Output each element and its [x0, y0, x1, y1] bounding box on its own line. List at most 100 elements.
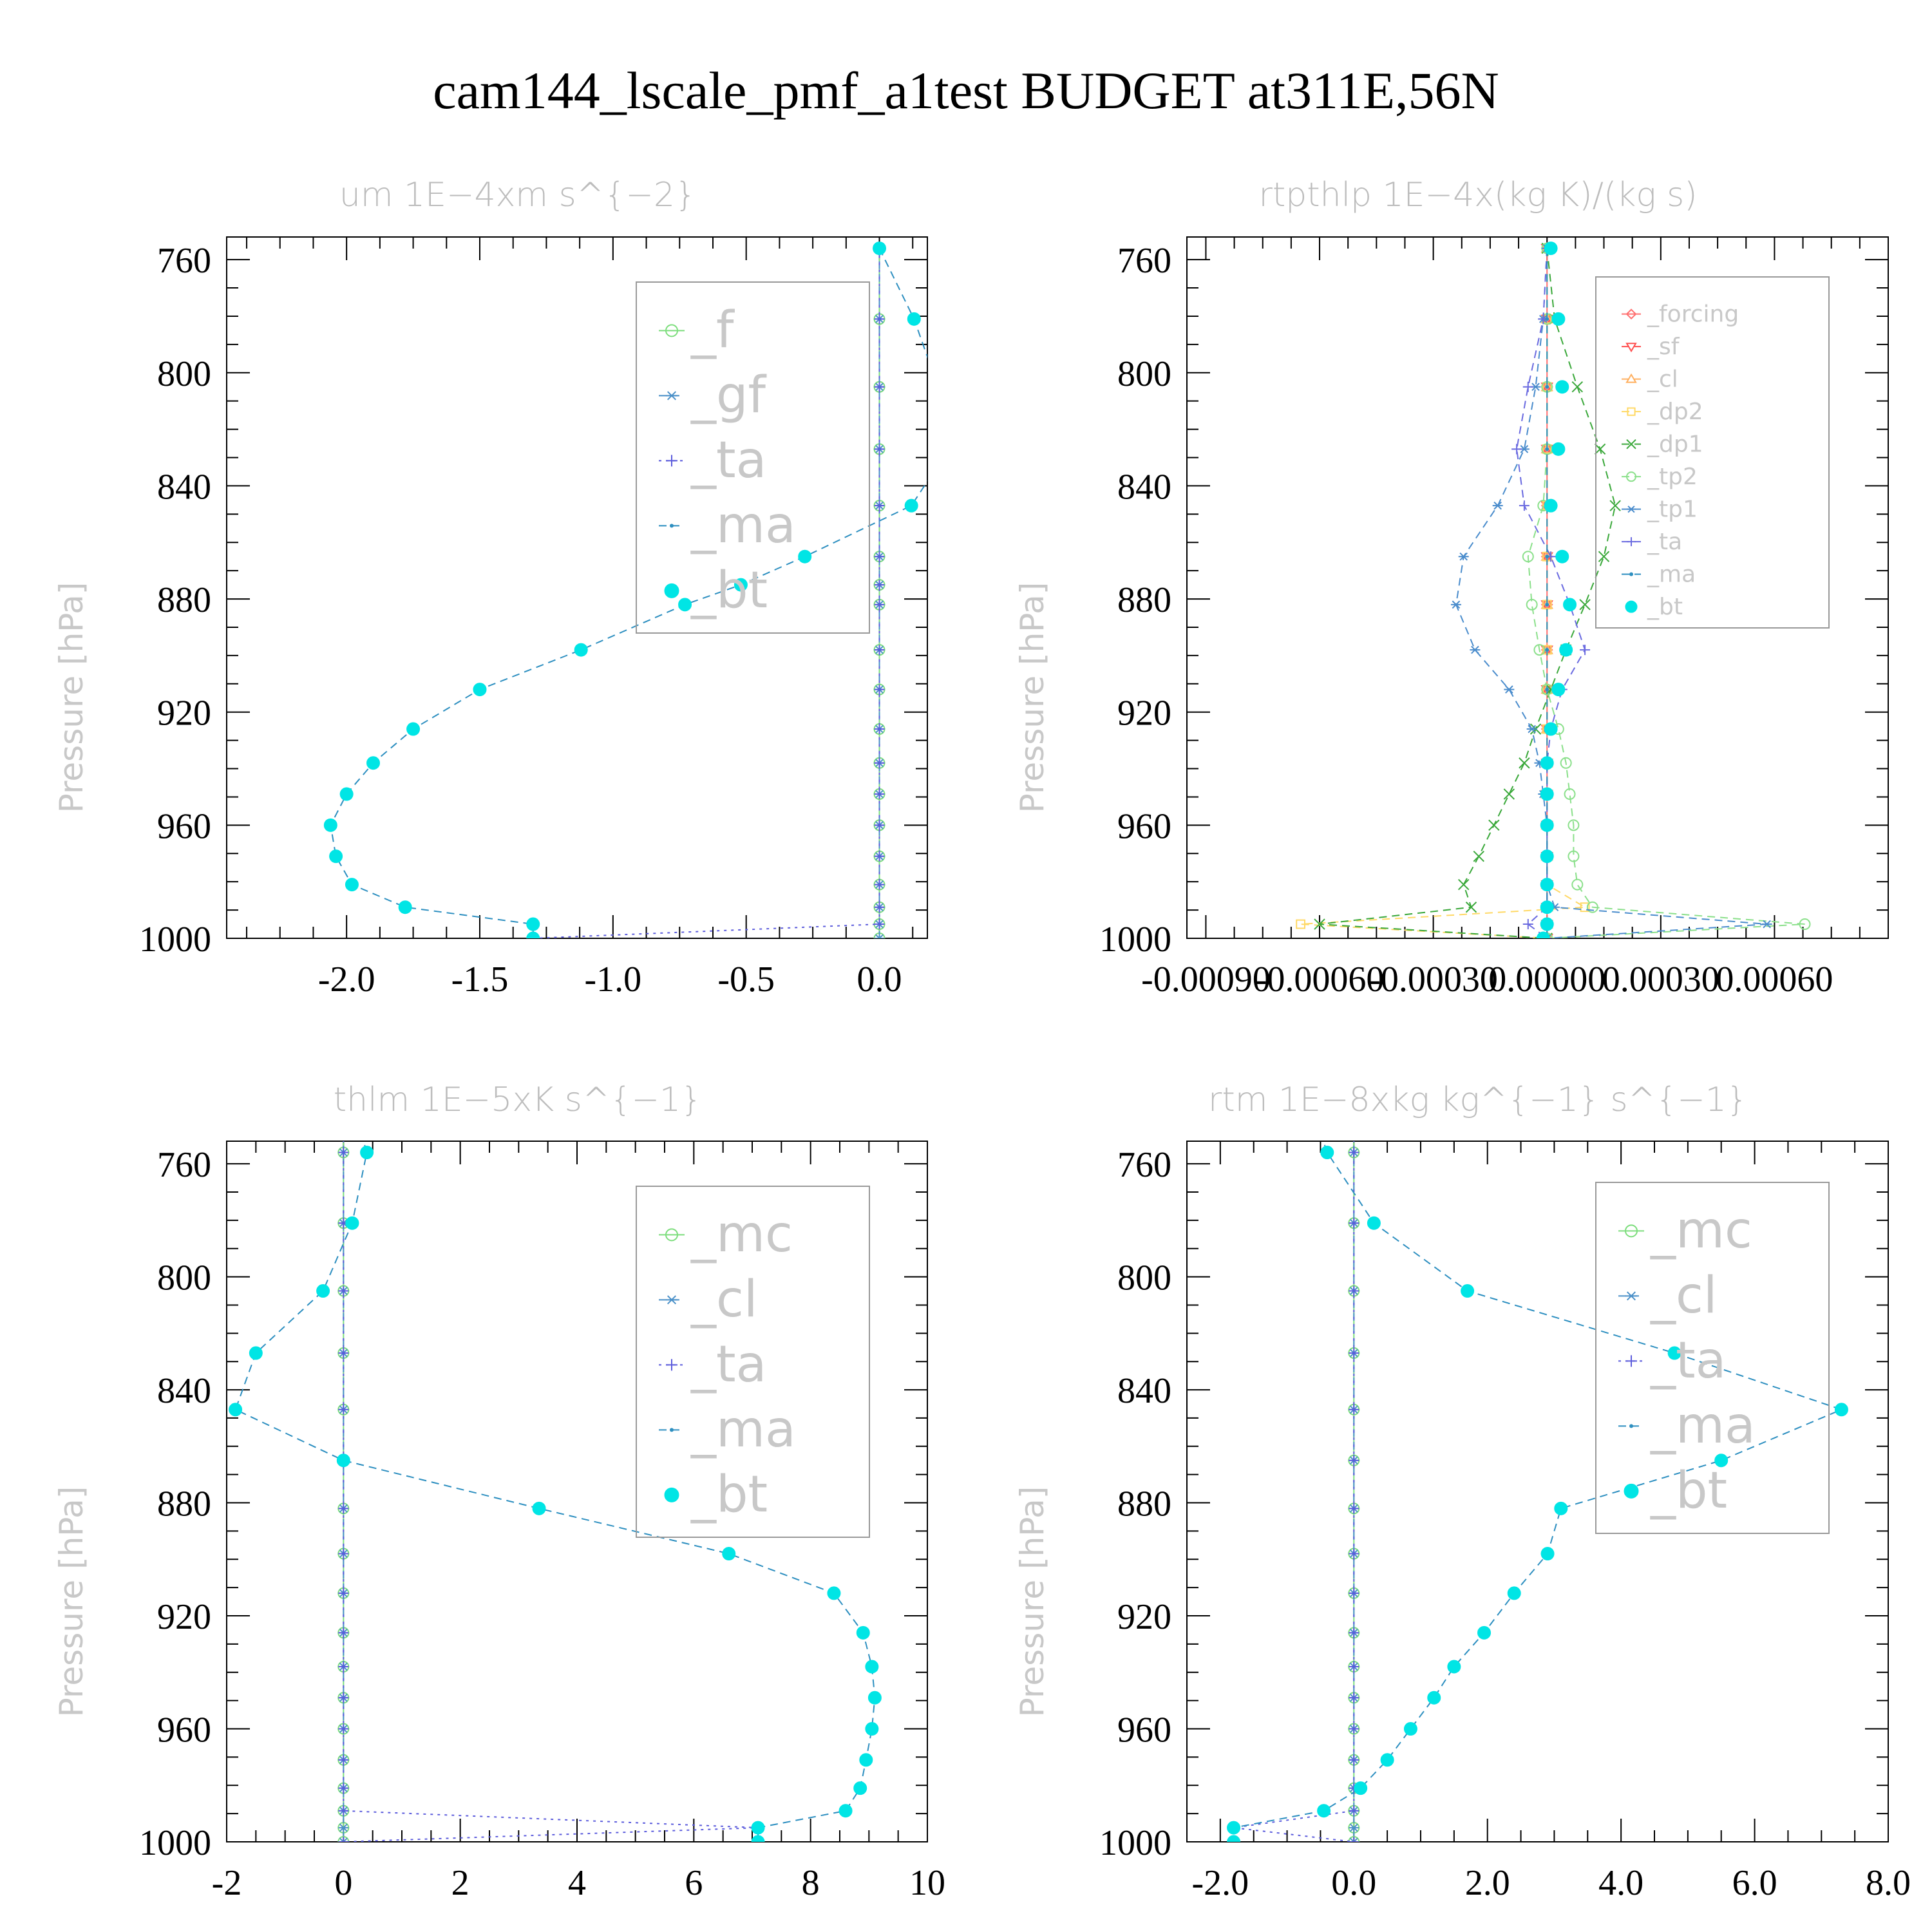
marker-x — [1465, 901, 1477, 913]
marker-filled-circle — [1427, 1690, 1441, 1705]
marker-plus — [338, 1754, 349, 1765]
y-tick-label: 880 — [1117, 580, 1171, 620]
series-bt — [229, 1146, 882, 1842]
marker-plus — [874, 500, 885, 511]
marker-asterisk — [338, 1837, 349, 1842]
legend-item: _bt — [664, 562, 768, 620]
marker-plus — [874, 381, 885, 392]
marker-filled-circle — [406, 722, 421, 736]
legend-label: _dp2 — [1647, 399, 1703, 425]
marker-circle — [338, 1128, 348, 1138]
marker-asterisk — [1627, 506, 1636, 513]
y-tick-label: 840 — [157, 1371, 211, 1411]
marker-x — [1579, 599, 1591, 611]
marker-plus — [874, 724, 885, 735]
marker-filled-circle — [329, 849, 343, 864]
marker-triangle-up — [1625, 373, 1637, 383]
marker-plus — [1519, 500, 1530, 511]
marker-filled-circle — [664, 1487, 679, 1502]
marker-filled-circle — [734, 578, 748, 592]
legend-label: _gf — [690, 366, 767, 424]
marker-filled-circle — [1544, 498, 1558, 513]
marker-filled-circle — [907, 312, 921, 326]
legend-label: _bt — [1647, 594, 1683, 620]
y-tick-label: 760 — [157, 1145, 211, 1185]
marker-filled-circle — [1667, 1346, 1681, 1360]
marker-plus — [1522, 919, 1533, 930]
marker-circle — [1533, 644, 1546, 656]
legend-label: _ma — [1647, 562, 1696, 588]
marker-plus — [874, 444, 885, 455]
marker-filled-circle — [867, 1690, 882, 1705]
marker-filled-circle — [526, 931, 540, 938]
legend-item: _f — [659, 301, 735, 359]
marker-asterisk — [874, 934, 885, 938]
series-dp1 — [1314, 242, 1621, 938]
series-ma — [328, 246, 927, 938]
marker-filled-circle — [751, 1821, 765, 1835]
marker-circle — [1560, 757, 1572, 769]
marker-x — [1458, 878, 1470, 891]
marker-plus — [1349, 1837, 1359, 1842]
y-tick-label: 1000 — [139, 920, 211, 960]
marker-filled-circle — [1540, 900, 1554, 914]
marker-filled-circle — [1227, 1821, 1241, 1835]
marker-filled-circle — [1320, 1146, 1334, 1160]
legend-item: _ta — [1618, 1332, 1726, 1390]
marker-plus — [1349, 1548, 1359, 1559]
marker-circle — [1625, 1224, 1638, 1238]
marker-plus — [338, 1548, 349, 1559]
legend: _f _gf _ta _ma _bt — [636, 281, 870, 634]
y-tick-label: 800 — [1117, 354, 1171, 394]
marker-dot — [1545, 602, 1549, 607]
legend-label: _ma — [690, 497, 796, 554]
marker-plus — [666, 1359, 677, 1371]
marker-plus — [874, 820, 885, 831]
panel-title: rtm 1E−8xkg kg^{−1} s^{−1} — [1208, 1081, 1748, 1119]
marker-filled-circle — [1540, 787, 1554, 801]
legend-label: _ta — [690, 431, 766, 489]
series-tp1 — [1450, 244, 1772, 938]
marker-filled-circle — [1563, 598, 1577, 612]
legend-label: _tp2 — [1647, 464, 1698, 490]
legend-item: _ma — [1618, 1397, 1756, 1455]
marker-dot — [670, 524, 674, 528]
marker-filled-circle — [751, 1835, 765, 1842]
marker-plus — [1349, 1662, 1359, 1672]
marker-circle — [1564, 788, 1576, 800]
x-tick-label: -1.5 — [451, 960, 509, 999]
panel-rtm: rtm 1E−8xkg kg^{−1} s^{−1} Pressure [hPa… — [1014, 1081, 1911, 1903]
panel-title: um 1E−4xm s^{−2} — [339, 176, 696, 214]
marker-plus — [874, 684, 885, 695]
marker-dot — [1545, 687, 1549, 692]
marker-filled-circle — [1555, 549, 1569, 564]
marker-plus — [1522, 381, 1533, 392]
marker-filled-circle — [323, 818, 337, 832]
marker-filled-circle — [229, 1403, 243, 1417]
y-tick-label: 920 — [157, 694, 211, 734]
marker-plus — [874, 902, 885, 913]
marker-filled-circle — [316, 1284, 330, 1298]
marker-plus — [1349, 1348, 1359, 1359]
plot-frame — [226, 236, 928, 939]
panel-rtpthlp: rtpthlp 1E−4x(kg K)/(kg s) Pressure [hPa… — [1014, 176, 1889, 999]
marker-plus — [338, 1837, 349, 1842]
marker-filled-circle — [526, 917, 540, 931]
marker-filled-circle — [339, 787, 354, 801]
x-tick-label: 6 — [685, 1863, 703, 1903]
series-bt — [1227, 1146, 1848, 1842]
marker-filled-circle — [1540, 818, 1554, 832]
marker-asterisk — [1526, 724, 1537, 734]
marker-circle — [1571, 878, 1584, 891]
marker-filled-circle — [1551, 312, 1566, 326]
marker-circle — [1567, 850, 1580, 862]
marker-filled-circle — [1507, 1586, 1521, 1600]
legend-item: _sf — [1622, 334, 1680, 360]
marker-circle — [665, 1228, 678, 1242]
marker-filled-circle — [1544, 242, 1558, 256]
legend-item: _dp1 — [1622, 431, 1703, 458]
x-tick-label: -0.00030 — [1368, 960, 1498, 999]
marker-filled-circle — [1477, 1625, 1492, 1640]
marker-plus — [874, 314, 885, 325]
marker-plus — [338, 1285, 349, 1296]
